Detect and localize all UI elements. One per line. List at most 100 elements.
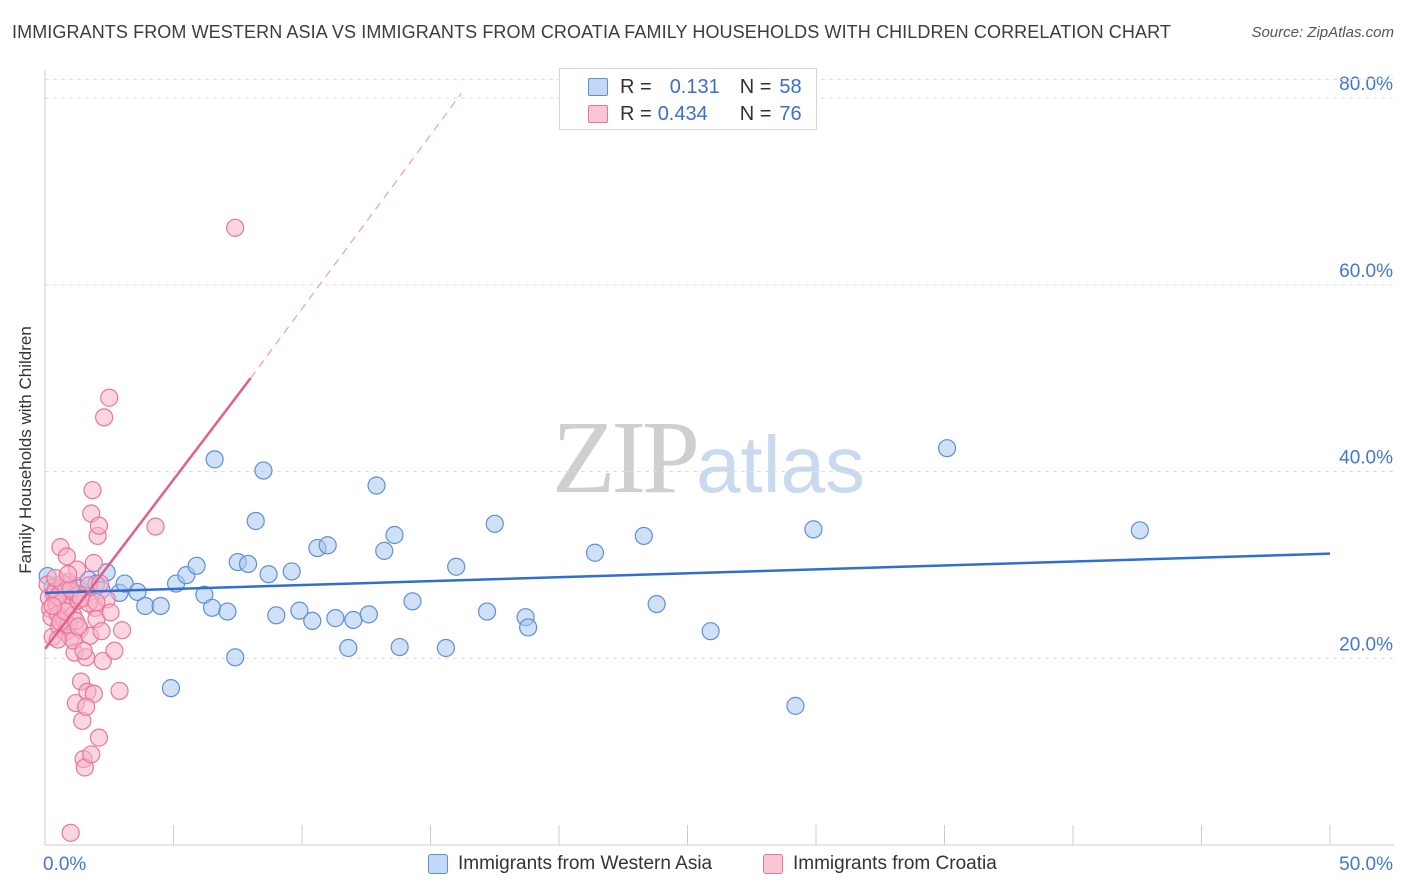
western-asia-point: [390, 637, 409, 657]
watermark-atlas: atlas: [696, 420, 865, 509]
stats-legend-row-croatia: R = 0.434 N = 76: [588, 102, 802, 126]
croatia-point: [59, 565, 78, 584]
western-asia-point: [303, 611, 322, 631]
western-asia-trend-line: [44, 552, 1331, 595]
y-tick-label: 80.0%: [1339, 74, 1393, 95]
western-asia-point: [136, 596, 155, 616]
western-asia-point: [344, 610, 363, 630]
y-axis-title-wrap: Family Households with Children: [6, 300, 46, 600]
western-asia-point: [403, 592, 422, 611]
western-asia-point: [318, 536, 337, 555]
croatia-point: [82, 745, 101, 764]
western-asia-legend-icon: [428, 854, 448, 874]
croatia-point: [226, 218, 245, 237]
y-axis-title: Family Households with Children: [16, 326, 35, 574]
western-asia-point: [937, 439, 957, 458]
croatia-point: [95, 408, 114, 427]
x-tick-label: 50.0%: [1339, 854, 1393, 875]
n-label: N =: [739, 75, 772, 98]
croatia-point: [93, 651, 112, 671]
n-value-western-asia: 58: [779, 75, 802, 98]
stats-legend: R = 0.131 N = 58 R = 0.434 N = 76: [559, 68, 817, 130]
western-asia-point: [485, 514, 504, 533]
croatia-point: [77, 697, 96, 716]
y-tick-label: 40.0%: [1339, 448, 1393, 469]
n-value-croatia: 76: [779, 102, 802, 125]
r-label: R =: [620, 75, 652, 98]
bottom-legend-western-asia[interactable]: Immigrants from Western Asia: [428, 852, 712, 876]
western-asia-point: [254, 461, 273, 480]
watermark-zip: ZIP: [552, 400, 700, 515]
watermark: ZIPatlas: [552, 398, 865, 517]
western-asia-point: [205, 450, 224, 469]
western-asia-point: [477, 602, 497, 621]
western-asia-point: [647, 594, 666, 614]
chart-title: IMMIGRANTS FROM WESTERN ASIA VS IMMIGRAN…: [12, 22, 1171, 42]
croatia-point: [87, 593, 106, 612]
croatia-point: [105, 641, 124, 660]
western-asia-point: [115, 574, 134, 593]
croatia-swatch-icon: [588, 105, 608, 123]
source-credit: Source: ZipAtlas.com: [1251, 24, 1394, 41]
western-asia-point: [701, 622, 720, 641]
croatia-point: [69, 617, 88, 636]
croatia-point: [84, 553, 103, 573]
croatia-legend-label: Immigrants from Croatia: [793, 853, 997, 874]
western-asia-point: [1130, 521, 1149, 540]
croatia-point: [112, 621, 132, 640]
western-asia-point: [290, 601, 309, 620]
western-asia-point: [218, 602, 237, 621]
western-asia-point: [128, 582, 147, 602]
western-asia-point: [326, 609, 345, 628]
western-asia-point: [585, 543, 605, 562]
western-asia-point: [339, 638, 358, 658]
croatia-trend-line: [44, 377, 252, 650]
bottom-legend-croatia[interactable]: Immigrants from Croatia: [763, 852, 997, 876]
western-asia-point: [202, 598, 222, 617]
western-asia-swatch-icon: [588, 78, 608, 96]
x-tick-label: 0.0%: [43, 854, 86, 875]
y-tick-label: 60.0%: [1339, 261, 1393, 282]
croatia-point: [83, 481, 102, 500]
croatia-point: [57, 547, 76, 566]
croatia-point: [61, 823, 80, 842]
croatia-legend-icon: [763, 854, 783, 874]
croatia-point: [101, 603, 120, 622]
western-asia-point: [151, 596, 170, 616]
western-asia-point: [238, 554, 258, 574]
croatia-point: [146, 517, 165, 536]
croatia-point: [89, 516, 109, 535]
western-asia-point: [436, 638, 456, 658]
western-asia-point: [634, 526, 653, 546]
croatia-point: [100, 388, 119, 407]
western-asia-point: [385, 525, 404, 545]
western-asia-point: [267, 606, 286, 625]
western-asia-point: [161, 679, 181, 698]
r-value-western-asia: 0.131: [669, 75, 720, 98]
r-label: R =: [620, 102, 652, 125]
western-asia-point: [786, 696, 805, 715]
western-asia-point: [187, 556, 206, 575]
croatia-point: [92, 622, 111, 641]
croatia-point: [74, 641, 93, 660]
western-asia-point: [226, 648, 245, 667]
n-label: N =: [739, 102, 772, 125]
western-asia-point: [282, 562, 301, 581]
stats-legend-row-western-asia: R = 0.131 N = 58: [588, 75, 802, 99]
croatia-point: [43, 596, 62, 616]
western-asia-point: [447, 557, 466, 576]
croatia-trend-extension: [250, 92, 462, 379]
western-asia-point: [519, 618, 538, 637]
western-asia-point: [367, 476, 386, 495]
croatia-point: [110, 681, 129, 701]
croatia-point: [89, 728, 109, 747]
western-asia-point: [804, 520, 823, 539]
western-asia-legend-label: Immigrants from Western Asia: [458, 853, 713, 874]
western-asia-point: [246, 511, 265, 531]
western-asia-point: [259, 565, 278, 584]
r-value-croatia: 0.434: [657, 102, 708, 125]
western-asia-point: [359, 605, 378, 624]
western-asia-point: [375, 541, 394, 560]
y-tick-label: 20.0%: [1339, 634, 1393, 655]
